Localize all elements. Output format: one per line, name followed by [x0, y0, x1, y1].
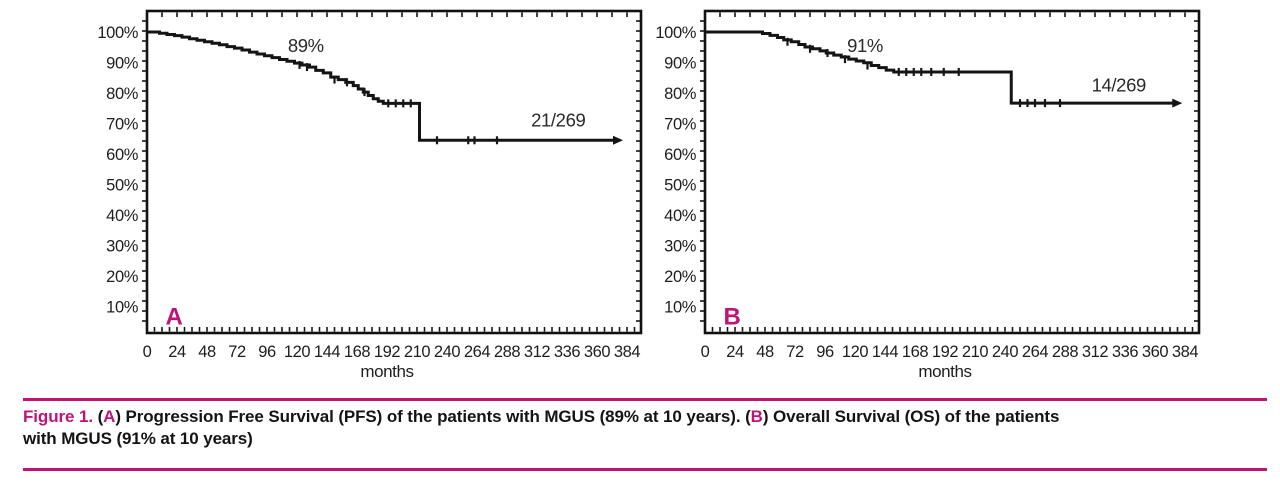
svg-text:120: 120 — [842, 343, 869, 361]
svg-text:312: 312 — [524, 343, 551, 361]
svg-text:24: 24 — [726, 343, 744, 361]
caption-text-1: ( — [92, 407, 104, 426]
svg-text:384: 384 — [614, 343, 641, 361]
svg-text:50%: 50% — [106, 177, 139, 195]
svg-text:89%: 89% — [288, 35, 324, 56]
svg-text:264: 264 — [464, 343, 491, 361]
svg-text:70%: 70% — [664, 116, 697, 134]
svg-text:72: 72 — [228, 343, 246, 361]
svg-text:30%: 30% — [664, 238, 697, 256]
svg-text:288: 288 — [1052, 343, 1079, 361]
svg-text:30%: 30% — [106, 238, 139, 256]
pfs-chart-panel-a: 100% 90% 80% 70% 60% 50% 40% 30% 20% 10% 0 24 48 72 96… — [0, 0, 650, 392]
caption-text-2: ) Progression Free Survival (PFS) of the… — [115, 407, 751, 426]
svg-text:80%: 80% — [106, 85, 139, 103]
svg-text:168: 168 — [902, 343, 929, 361]
svg-text:120: 120 — [284, 343, 311, 361]
svg-text:10%: 10% — [664, 299, 697, 317]
svg-text:50%: 50% — [664, 177, 697, 195]
svg-text:91%: 91% — [847, 35, 883, 56]
svg-text:90%: 90% — [106, 55, 139, 73]
os-chart-panel-b: 100% 90% 80% 70% 60% 50% 40% 30% 20% 10% 0 24 48 72 96… — [558, 0, 1208, 392]
svg-text:20%: 20% — [106, 268, 139, 286]
figure-caption: Figure 1. (A) Progression Free Survival … — [23, 406, 1267, 450]
svg-text:240: 240 — [434, 343, 461, 361]
svg-text:40%: 40% — [664, 207, 697, 225]
caption-text-3: ) Overall Survival (OS) of the patients — [762, 407, 1060, 426]
svg-text:360: 360 — [1142, 343, 1169, 361]
svg-text:A: A — [166, 304, 183, 331]
svg-text:288: 288 — [494, 343, 521, 361]
pfs-kaplan-meier-chart: 100% 90% 80% 70% 60% 50% 40% 30% 20% 10% 0 24 48 72 96… — [97, 9, 643, 381]
svg-text:192: 192 — [932, 343, 959, 361]
svg-text:264: 264 — [1022, 343, 1049, 361]
svg-text:B: B — [724, 304, 741, 331]
svg-text:100%: 100% — [97, 24, 138, 42]
svg-text:210: 210 — [962, 343, 989, 361]
panel-a-reference: A — [103, 407, 116, 426]
svg-text:96: 96 — [816, 343, 834, 361]
svg-text:210: 210 — [404, 343, 431, 361]
svg-text:60%: 60% — [664, 146, 697, 164]
svg-text:48: 48 — [198, 343, 216, 361]
svg-text:14/269: 14/269 — [1092, 74, 1146, 95]
svg-text:336: 336 — [554, 343, 581, 361]
caption-bottom-rule — [23, 468, 1267, 471]
svg-text:168: 168 — [344, 343, 371, 361]
svg-text:80%: 80% — [664, 85, 697, 103]
svg-text:20%: 20% — [664, 268, 697, 286]
caption-text-line2: with MGUS (91% at 10 years) — [23, 429, 253, 448]
svg-text:96: 96 — [258, 343, 276, 361]
svg-text:384: 384 — [1172, 343, 1199, 361]
figure-label: Figure 1. — [23, 407, 93, 426]
svg-text:24: 24 — [168, 343, 186, 361]
svg-text:months: months — [360, 362, 413, 381]
panel-b-reference: B — [750, 407, 763, 426]
svg-text:360: 360 — [584, 343, 611, 361]
svg-text:240: 240 — [992, 343, 1019, 361]
svg-text:0: 0 — [143, 343, 152, 361]
svg-text:336: 336 — [1112, 343, 1139, 361]
svg-text:144: 144 — [314, 343, 341, 361]
svg-text:60%: 60% — [106, 146, 139, 164]
svg-text:10%: 10% — [106, 299, 139, 317]
svg-text:48: 48 — [756, 343, 774, 361]
svg-text:months: months — [918, 362, 971, 381]
caption-top-rule — [23, 398, 1267, 401]
os-kaplan-meier-chart: 100% 90% 80% 70% 60% 50% 40% 30% 20% 10% 0 24 48 72 96… — [655, 9, 1201, 381]
svg-text:0: 0 — [701, 343, 710, 361]
svg-text:21/269: 21/269 — [531, 110, 585, 131]
svg-text:70%: 70% — [106, 116, 139, 134]
svg-text:40%: 40% — [106, 207, 139, 225]
svg-text:100%: 100% — [655, 24, 696, 42]
svg-text:90%: 90% — [664, 55, 697, 73]
svg-text:72: 72 — [786, 343, 804, 361]
svg-text:144: 144 — [872, 343, 899, 361]
svg-text:192: 192 — [374, 343, 401, 361]
svg-text:312: 312 — [1082, 343, 1109, 361]
